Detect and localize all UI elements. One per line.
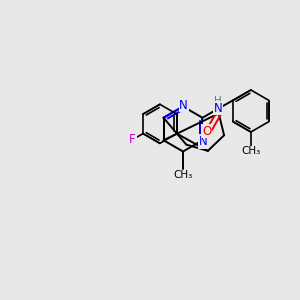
- Text: F: F: [129, 133, 136, 146]
- Text: H: H: [214, 96, 222, 106]
- Text: N: N: [179, 99, 188, 112]
- Text: N: N: [214, 101, 222, 115]
- Text: CH₃: CH₃: [173, 170, 193, 181]
- Text: N: N: [199, 135, 208, 148]
- Text: O: O: [202, 124, 211, 138]
- Text: CH₃: CH₃: [241, 146, 260, 157]
